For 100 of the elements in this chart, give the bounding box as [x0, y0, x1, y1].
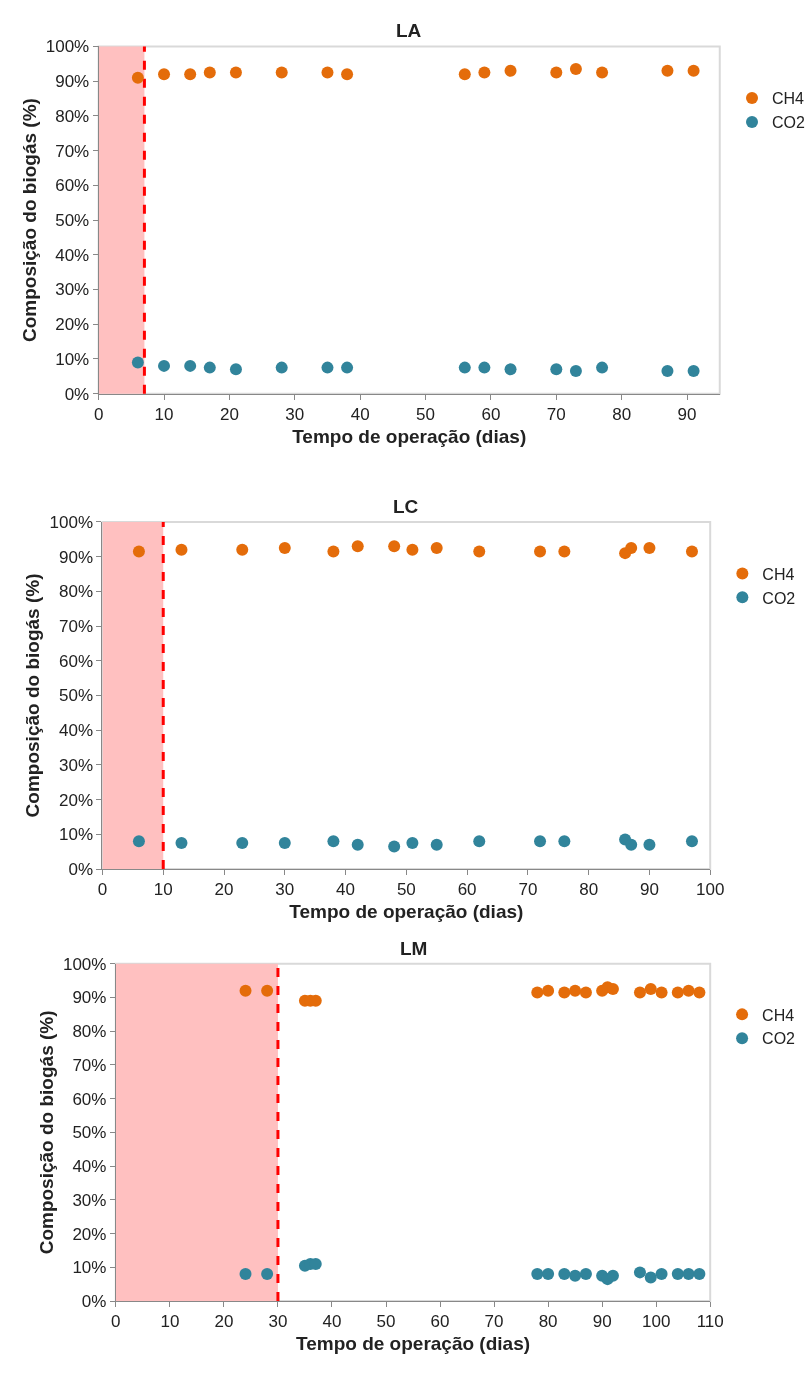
x-tick-label: 50 [416, 405, 436, 425]
x-tick-label: 100 [641, 1312, 671, 1332]
point [236, 543, 249, 556]
point [388, 840, 401, 853]
point [643, 838, 656, 851]
x-tick-label: 90 [592, 1312, 612, 1332]
y-tick-label: 50% [72, 1123, 107, 1143]
point [550, 66, 563, 79]
point [473, 835, 486, 848]
x-tick-label: 30 [275, 880, 295, 900]
x-axis-title: Tempo de operação (dias) [292, 425, 527, 447]
point [625, 838, 638, 851]
x-tick-label: 10 [153, 880, 173, 900]
point [478, 66, 491, 79]
y-tick-label: 20% [55, 315, 90, 335]
x-tick-label: 30 [268, 1312, 288, 1332]
point [579, 986, 592, 999]
point [671, 1268, 684, 1281]
point [478, 361, 491, 374]
point [655, 986, 668, 999]
x-tick-label: 40 [336, 880, 356, 900]
x-tick-label: 80 [538, 1312, 558, 1332]
point [550, 363, 563, 376]
point [534, 835, 547, 848]
point [158, 359, 171, 372]
x-tick-label: 70 [546, 405, 566, 425]
point [351, 540, 364, 553]
y-tick-label: 20% [59, 790, 94, 810]
y-tick-label: 10% [59, 825, 94, 845]
point [473, 545, 486, 558]
point [661, 64, 674, 77]
y-tick-label: 70% [59, 616, 94, 636]
point [321, 66, 334, 79]
x-tick-label: 50 [396, 880, 416, 900]
point [685, 545, 698, 558]
point [184, 68, 197, 81]
point [685, 835, 698, 848]
y-tick-label: 30% [59, 755, 94, 775]
y-tick-label: 40% [59, 721, 94, 741]
x-tick-label: 100 [696, 880, 725, 900]
x-axis-title: Tempo de operação (dias) [296, 1333, 531, 1355]
y-tick-label: 100% [62, 954, 107, 974]
chart-title: LA [396, 20, 422, 41]
x-tick-label: 90 [677, 405, 697, 425]
point [579, 1268, 592, 1281]
point [275, 66, 288, 79]
point [275, 361, 288, 374]
y-tick-label: 0% [68, 860, 94, 880]
x-tick-label: 110 [696, 1312, 724, 1332]
point [655, 1268, 668, 1281]
point [542, 1268, 555, 1281]
point [569, 63, 582, 76]
point [131, 356, 144, 369]
point [558, 1268, 571, 1281]
y-tick-label: 50% [59, 686, 94, 706]
point [542, 984, 555, 997]
legend-label: CO2 [762, 589, 796, 607]
point [558, 545, 571, 558]
x-tick-label: 30 [285, 405, 305, 425]
point [531, 986, 544, 999]
point [184, 359, 197, 372]
x-tick-label: 0 [93, 405, 104, 425]
legend-label: CH4 [762, 1006, 795, 1024]
y-tick-label: 100% [49, 512, 94, 532]
point [239, 1268, 252, 1281]
point [682, 984, 695, 997]
point [175, 543, 188, 556]
point [351, 838, 364, 851]
x-axis-title: Tempo de operação (dias) [289, 901, 524, 923]
point [229, 66, 242, 79]
point [534, 545, 547, 558]
y-tick-label: 0% [64, 384, 90, 404]
y-tick-label: 60% [55, 176, 90, 196]
point [406, 543, 419, 556]
y-tick-label: 80% [72, 1022, 107, 1042]
point [175, 837, 188, 850]
y-tick-label: 0% [81, 1292, 107, 1312]
x-tick-label: 60 [430, 1312, 450, 1332]
point [430, 541, 443, 554]
point [321, 361, 334, 374]
x-tick-label: 10 [154, 405, 174, 425]
point [341, 68, 354, 81]
y-tick-label: 40% [72, 1157, 107, 1177]
y-tick-label: 90% [72, 988, 107, 1008]
y-tick-label: 60% [72, 1089, 107, 1109]
point [661, 365, 674, 378]
point [430, 838, 443, 851]
x-tick-label: 40 [350, 405, 370, 425]
x-tick-label: 70 [518, 880, 538, 900]
point [278, 837, 291, 850]
y-tick-label: 20% [72, 1224, 107, 1244]
point [132, 835, 145, 848]
y-tick-label: 30% [72, 1190, 107, 1210]
x-tick-label: 0 [97, 880, 108, 900]
x-tick-label: 10 [160, 1312, 180, 1332]
point [671, 986, 684, 999]
x-tick-label: 60 [481, 405, 501, 425]
point [327, 835, 340, 848]
point [531, 1268, 544, 1281]
point [388, 540, 401, 553]
